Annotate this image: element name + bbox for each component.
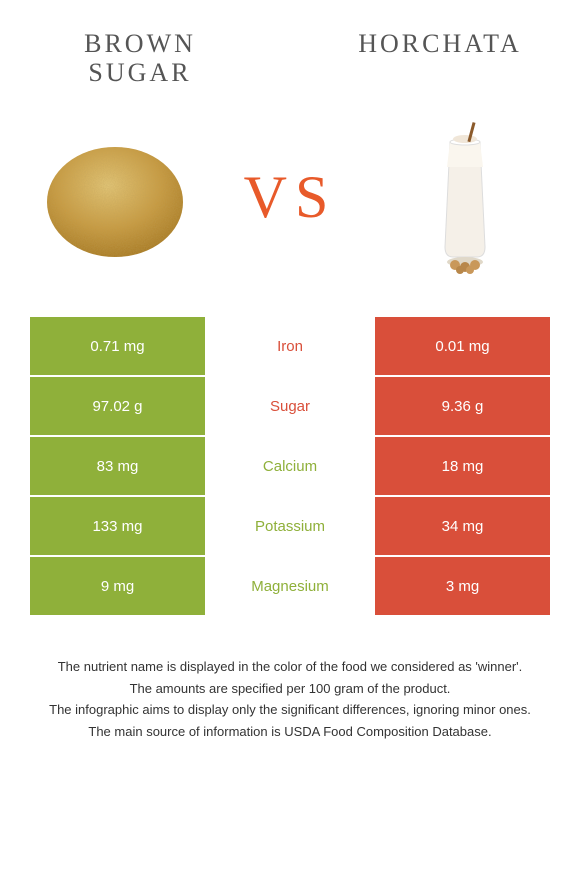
nutrient-row: 83 mgCalcium18 mg	[30, 437, 550, 495]
nutrient-name: Iron	[205, 317, 375, 375]
nutrient-name: Calcium	[205, 437, 375, 495]
nutrient-row: 0.71 mgIron0.01 mg	[30, 317, 550, 375]
nutrient-table: 0.71 mgIron0.01 mg97.02 gSugar9.36 g83 m…	[0, 317, 580, 615]
footnote-line: The amounts are specified per 100 gram o…	[20, 679, 560, 699]
nutrient-name: Sugar	[205, 377, 375, 435]
nutrient-left-value: 97.02 g	[30, 377, 205, 435]
footnotes: The nutrient name is displayed in the co…	[0, 617, 580, 763]
nutrient-right-value: 34 mg	[375, 497, 550, 555]
footnote-line: The nutrient name is displayed in the co…	[20, 657, 560, 677]
hero-row: VS	[0, 97, 580, 317]
nutrient-right-value: 9.36 g	[375, 377, 550, 435]
nutrient-row: 9 mgMagnesium3 mg	[30, 557, 550, 615]
nutrient-name: Potassium	[205, 497, 375, 555]
footnote-line: The main source of information is USDA F…	[20, 722, 560, 742]
title-row: BROWNSUGAR HORCHATA	[0, 0, 580, 97]
nutrient-left-value: 0.71 mg	[30, 317, 205, 375]
nutrient-left-value: 133 mg	[30, 497, 205, 555]
vs-label: VS	[244, 163, 337, 232]
nutrient-row: 97.02 gSugar9.36 g	[30, 377, 550, 435]
nutrient-left-value: 9 mg	[30, 557, 205, 615]
nutrient-right-value: 0.01 mg	[375, 317, 550, 375]
footnote-line: The infographic aims to display only the…	[20, 700, 560, 720]
food-left-title: BROWNSUGAR	[40, 30, 240, 87]
horchata-image	[390, 122, 540, 272]
food-right-title: HORCHATA	[340, 30, 540, 87]
nutrient-right-value: 3 mg	[375, 557, 550, 615]
nutrient-row: 133 mgPotassium34 mg	[30, 497, 550, 555]
nutrient-right-value: 18 mg	[375, 437, 550, 495]
nutrient-name: Magnesium	[205, 557, 375, 615]
nutrient-left-value: 83 mg	[30, 437, 205, 495]
brown-sugar-image	[40, 122, 190, 272]
